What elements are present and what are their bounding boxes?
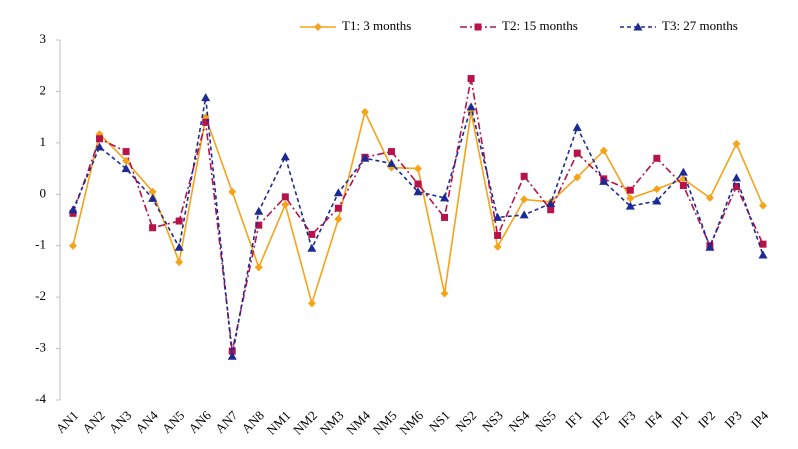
marker [174,242,184,251]
marker [307,299,316,308]
marker [599,176,609,185]
marker [494,231,502,239]
marker [758,250,768,259]
legend-label: T1: 3 months [342,18,411,33]
marker [69,241,77,250]
marker [441,213,449,221]
marker [148,187,157,196]
marker [334,204,342,212]
marker [678,167,688,176]
legend-marker [633,22,643,31]
marker [759,201,767,210]
y-tick-label: 1 [40,134,47,149]
marker [466,102,476,111]
marker [121,164,131,173]
marker [493,212,503,221]
marker [520,195,529,204]
marker [149,224,157,232]
legend-marker [314,23,322,31]
marker [546,199,556,208]
marker [386,158,396,167]
marker [281,200,290,209]
y-tick-label: 2 [40,82,47,97]
marker [732,139,741,148]
marker [626,186,634,194]
marker [68,205,78,214]
marker [387,148,395,156]
y-tick-label: 0 [40,185,47,200]
marker [175,258,184,267]
y-tick-label: -1 [35,237,46,252]
marker [308,230,316,238]
marker [307,243,317,252]
y-tick-label: -2 [35,288,46,303]
marker [228,187,237,196]
series-line [72,97,764,357]
marker [254,206,264,215]
marker [572,122,582,131]
marker [334,214,343,223]
marker [413,187,423,196]
marker [519,210,529,219]
marker [440,289,449,298]
marker [96,135,104,143]
marker [201,93,211,102]
marker [440,193,450,202]
marker [599,146,608,155]
y-tick-label: 3 [40,31,47,46]
marker [547,206,555,214]
marker [573,173,582,182]
marker [652,196,662,205]
marker [360,153,370,162]
marker [175,217,183,225]
marker [202,118,210,126]
marker [255,221,263,229]
marker [626,194,635,203]
y-tick-label: -4 [35,391,46,406]
marker [280,152,290,161]
y-tick-label: -3 [35,340,46,355]
marker [493,242,502,251]
marker [467,75,475,83]
marker [679,174,688,183]
marker [333,188,343,197]
marker [414,164,422,173]
marker [148,193,158,202]
marker [69,209,77,217]
marker [122,148,130,156]
marker [759,240,767,248]
marker [705,242,715,251]
marker [653,154,661,162]
legend-label: T2: 15 months [502,18,578,33]
marker [227,351,237,360]
marker [732,183,740,191]
marker [95,142,105,151]
marker [731,173,741,182]
marker [520,172,528,180]
legend-label: T3: 27 months [662,18,738,33]
marker [705,193,714,202]
marker [652,185,661,194]
legend-marker [474,23,482,31]
marker [281,193,289,201]
marker [573,149,581,157]
marker [679,182,687,190]
marker [625,201,635,210]
marker [414,180,422,188]
marker [360,108,369,116]
marker [254,263,263,272]
